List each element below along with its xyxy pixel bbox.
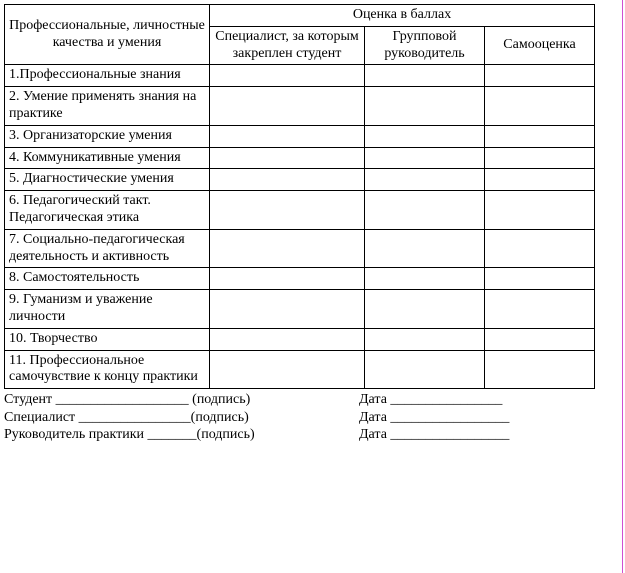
cell-specialist — [210, 125, 365, 147]
row-label: 6. Педагогический такт. Педагогическая э… — [5, 191, 210, 230]
cell-group — [365, 125, 485, 147]
cell-specialist — [210, 290, 365, 329]
sig-supervisor-date: Дата _________________ — [359, 426, 594, 444]
table-row: 2. Умение применять знания на практике — [5, 87, 595, 126]
table-row: 9. Гуманизм и уважение личности — [5, 290, 595, 329]
cell-self — [485, 268, 595, 290]
cell-self — [485, 328, 595, 350]
cell-specialist — [210, 87, 365, 126]
row-label: 11. Профессиональное самочувствие к конц… — [5, 350, 210, 389]
header-self: Самооценка — [485, 26, 595, 65]
header-specialist: Специалист, за которым закреплен студент — [210, 26, 365, 65]
cell-group — [365, 328, 485, 350]
row-label: 7. Социально-педагогическая деятельность… — [5, 229, 210, 268]
cell-specialist — [210, 268, 365, 290]
evaluation-table: Профессиональные, личностные качества и … — [4, 4, 595, 389]
cell-group — [365, 191, 485, 230]
row-label: 9. Гуманизм и уважение личности — [5, 290, 210, 329]
cell-specialist — [210, 191, 365, 230]
table-row: 7. Социально-педагогическая деятельность… — [5, 229, 595, 268]
table-row: 10. Творчество — [5, 328, 595, 350]
cell-group — [365, 147, 485, 169]
cell-self — [485, 125, 595, 147]
sig-specialist-date: Дата _________________ — [359, 409, 594, 427]
cell-group — [365, 350, 485, 389]
row-label: 4. Коммуникативные умения — [5, 147, 210, 169]
cell-specialist — [210, 169, 365, 191]
cell-self — [485, 169, 595, 191]
table-row: 6. Педагогический такт. Педагогическая э… — [5, 191, 595, 230]
sig-supervisor: Руководитель практики _______(подпись) — [4, 426, 359, 444]
cell-specialist — [210, 65, 365, 87]
table-row: 5. Диагностические умения — [5, 169, 595, 191]
header-group-leader: Групповой руководитель — [365, 26, 485, 65]
cell-self — [485, 87, 595, 126]
sig-specialist: Специалист ________________(подпись) — [4, 409, 359, 427]
row-label: 3. Организаторские умения — [5, 125, 210, 147]
cell-self — [485, 191, 595, 230]
row-label: 10. Творчество — [5, 328, 210, 350]
table-row: 3. Организаторские умения — [5, 125, 595, 147]
cell-specialist — [210, 350, 365, 389]
cell-specialist — [210, 147, 365, 169]
row-label: 2. Умение применять знания на практике — [5, 87, 210, 126]
cell-specialist — [210, 229, 365, 268]
cell-group — [365, 65, 485, 87]
cell-group — [365, 169, 485, 191]
header-qualities: Профессиональные, личностные качества и … — [5, 5, 210, 65]
sig-student: Студент ___________________ (подпись) — [4, 391, 359, 409]
cell-group — [365, 229, 485, 268]
cell-self — [485, 229, 595, 268]
row-label: 1.Профессиональные знания — [5, 65, 210, 87]
row-label: 8. Самостоятельность — [5, 268, 210, 290]
cell-self — [485, 350, 595, 389]
cell-specialist — [210, 328, 365, 350]
sig-student-date: Дата ________________ — [359, 391, 594, 409]
cell-group — [365, 87, 485, 126]
page-border — [622, 0, 623, 573]
header-scores: Оценка в баллах — [210, 5, 595, 27]
cell-self — [485, 290, 595, 329]
table-body: 1.Профессиональные знания 2. Умение прим… — [5, 65, 595, 389]
table-row: 1.Профессиональные знания — [5, 65, 595, 87]
cell-self — [485, 65, 595, 87]
table-row: 4. Коммуникативные умения — [5, 147, 595, 169]
cell-group — [365, 268, 485, 290]
table-row: 8. Самостоятельность — [5, 268, 595, 290]
cell-self — [485, 147, 595, 169]
table-row: 11. Профессиональное самочувствие к конц… — [5, 350, 595, 389]
signatures-block: Студент ___________________ (подпись) Да… — [4, 391, 594, 444]
cell-group — [365, 290, 485, 329]
row-label: 5. Диагностические умения — [5, 169, 210, 191]
